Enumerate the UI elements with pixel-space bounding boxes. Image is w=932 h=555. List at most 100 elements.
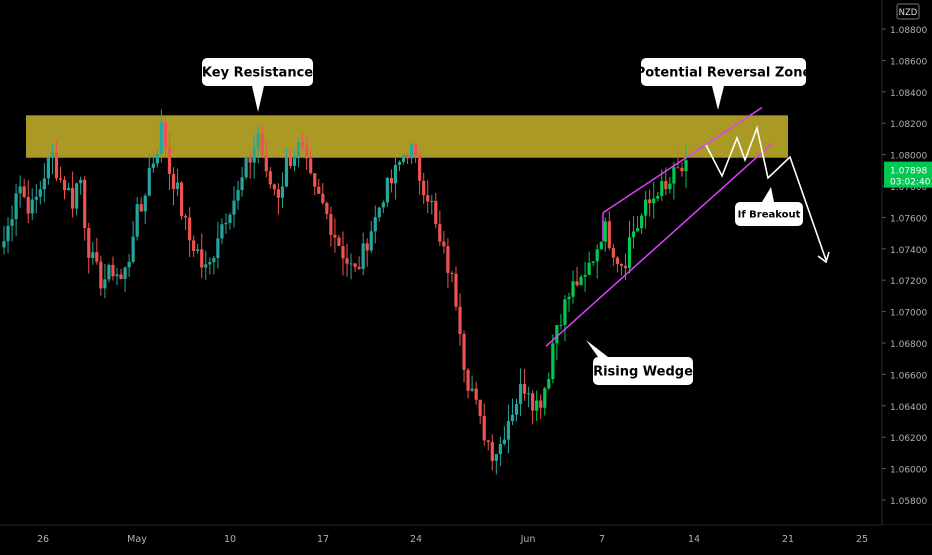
candle-body[interactable] [587,262,591,275]
candle-body[interactable] [284,157,289,187]
candle-body[interactable] [559,324,563,326]
candle-body[interactable] [296,142,301,159]
candle-body[interactable] [329,214,333,235]
candle-body[interactable] [438,224,442,242]
candle-body[interactable] [301,142,305,148]
candle-body[interactable] [236,190,240,201]
candle-body[interactable] [188,217,192,241]
candle-body[interactable] [264,155,268,172]
candle-body[interactable] [62,179,67,191]
candle-body[interactable] [119,274,123,279]
candle-body[interactable] [623,265,628,269]
candle-body[interactable] [87,228,91,258]
candle-body[interactable] [228,214,232,223]
candle-body[interactable] [518,383,523,405]
candle-body[interactable] [502,439,507,445]
candle-body[interactable] [127,261,131,268]
candle-body[interactable] [151,163,155,168]
candle-body[interactable] [482,415,486,441]
candle-body[interactable] [135,204,139,237]
candle-body[interactable] [2,241,6,248]
candle-body[interactable] [365,243,369,251]
candle-body[interactable] [111,264,115,277]
candle-body[interactable] [522,383,527,394]
candle-body[interactable] [248,157,252,163]
candle-body[interactable] [99,261,103,289]
candle-body[interactable] [309,158,313,174]
candle-body[interactable] [426,195,430,202]
candle-body[interactable] [494,454,498,461]
candle-body[interactable] [313,173,317,187]
candle-body[interactable] [175,182,180,190]
candle-body[interactable] [292,158,297,166]
candle-body[interactable] [422,180,426,196]
candle-body[interactable] [575,281,579,286]
candle-body[interactable] [397,161,402,165]
candle-body[interactable] [252,148,256,163]
candle-body[interactable] [539,400,543,408]
candle-body[interactable] [167,146,172,174]
candle-body[interactable] [405,155,410,159]
candle-body[interactable] [401,155,406,162]
candle-body[interactable] [268,171,272,185]
candle-body[interactable] [179,182,184,217]
candle-body[interactable] [684,160,688,172]
candle-body[interactable] [337,237,341,246]
candle-body[interactable] [26,196,30,214]
candle-body[interactable] [676,167,680,169]
candle-body[interactable] [466,369,470,391]
candle-body[interactable] [434,200,438,225]
candle-body[interactable] [30,199,34,214]
candle-body[interactable] [58,178,63,180]
candle-body[interactable] [640,215,644,229]
candle-body[interactable] [54,151,59,179]
wedge-lower-line[interactable] [545,143,773,347]
candle-body[interactable] [317,186,321,194]
candle-body[interactable] [183,216,188,218]
candle-body[interactable] [79,179,83,184]
candle-body[interactable] [171,173,176,190]
candle-body[interactable] [680,167,684,172]
candle-body[interactable] [42,178,46,190]
reversal-zone-callout-box[interactable] [641,58,806,86]
projection-path[interactable] [705,125,827,261]
candle-body[interactable] [470,388,474,391]
candle-body[interactable] [450,272,454,274]
candle-body[interactable] [627,237,632,269]
candle-body[interactable] [6,225,10,242]
candle-body[interactable] [107,264,111,280]
candle-body[interactable] [462,334,466,370]
candle-body[interactable] [305,147,309,159]
candle-body[interactable] [535,400,539,411]
candle-body[interactable] [143,195,147,212]
candle-body[interactable] [192,240,196,251]
candle-body[interactable] [389,177,394,184]
candle-body[interactable] [486,440,490,442]
candle-body[interactable] [644,199,648,216]
candle-body[interactable] [478,399,482,416]
candle-body[interactable] [115,274,119,277]
candle-body[interactable] [95,252,99,262]
candle-body[interactable] [260,133,264,156]
candle-body[interactable] [514,404,519,415]
candle-body[interactable] [345,258,349,264]
candle-body[interactable] [664,181,668,190]
candle-body[interactable] [611,248,615,258]
candle-body[interactable] [224,222,228,225]
candle-body[interactable] [139,204,143,212]
candle-body[interactable] [430,200,434,202]
key-resistance-callout-box[interactable] [202,58,313,86]
candle-body[interactable] [204,264,208,268]
candle-body[interactable] [409,144,414,159]
candle-body[interactable] [38,189,42,197]
candle-body[interactable] [603,221,607,242]
candle-body[interactable] [200,249,204,268]
candle-body[interactable] [353,263,357,267]
candle-body[interactable] [71,188,75,209]
candle-body[interactable] [458,306,462,335]
candle-body[interactable] [583,274,587,277]
candle-body[interactable] [635,228,640,232]
candle-body[interactable] [369,231,373,251]
candle-body[interactable] [567,296,571,300]
